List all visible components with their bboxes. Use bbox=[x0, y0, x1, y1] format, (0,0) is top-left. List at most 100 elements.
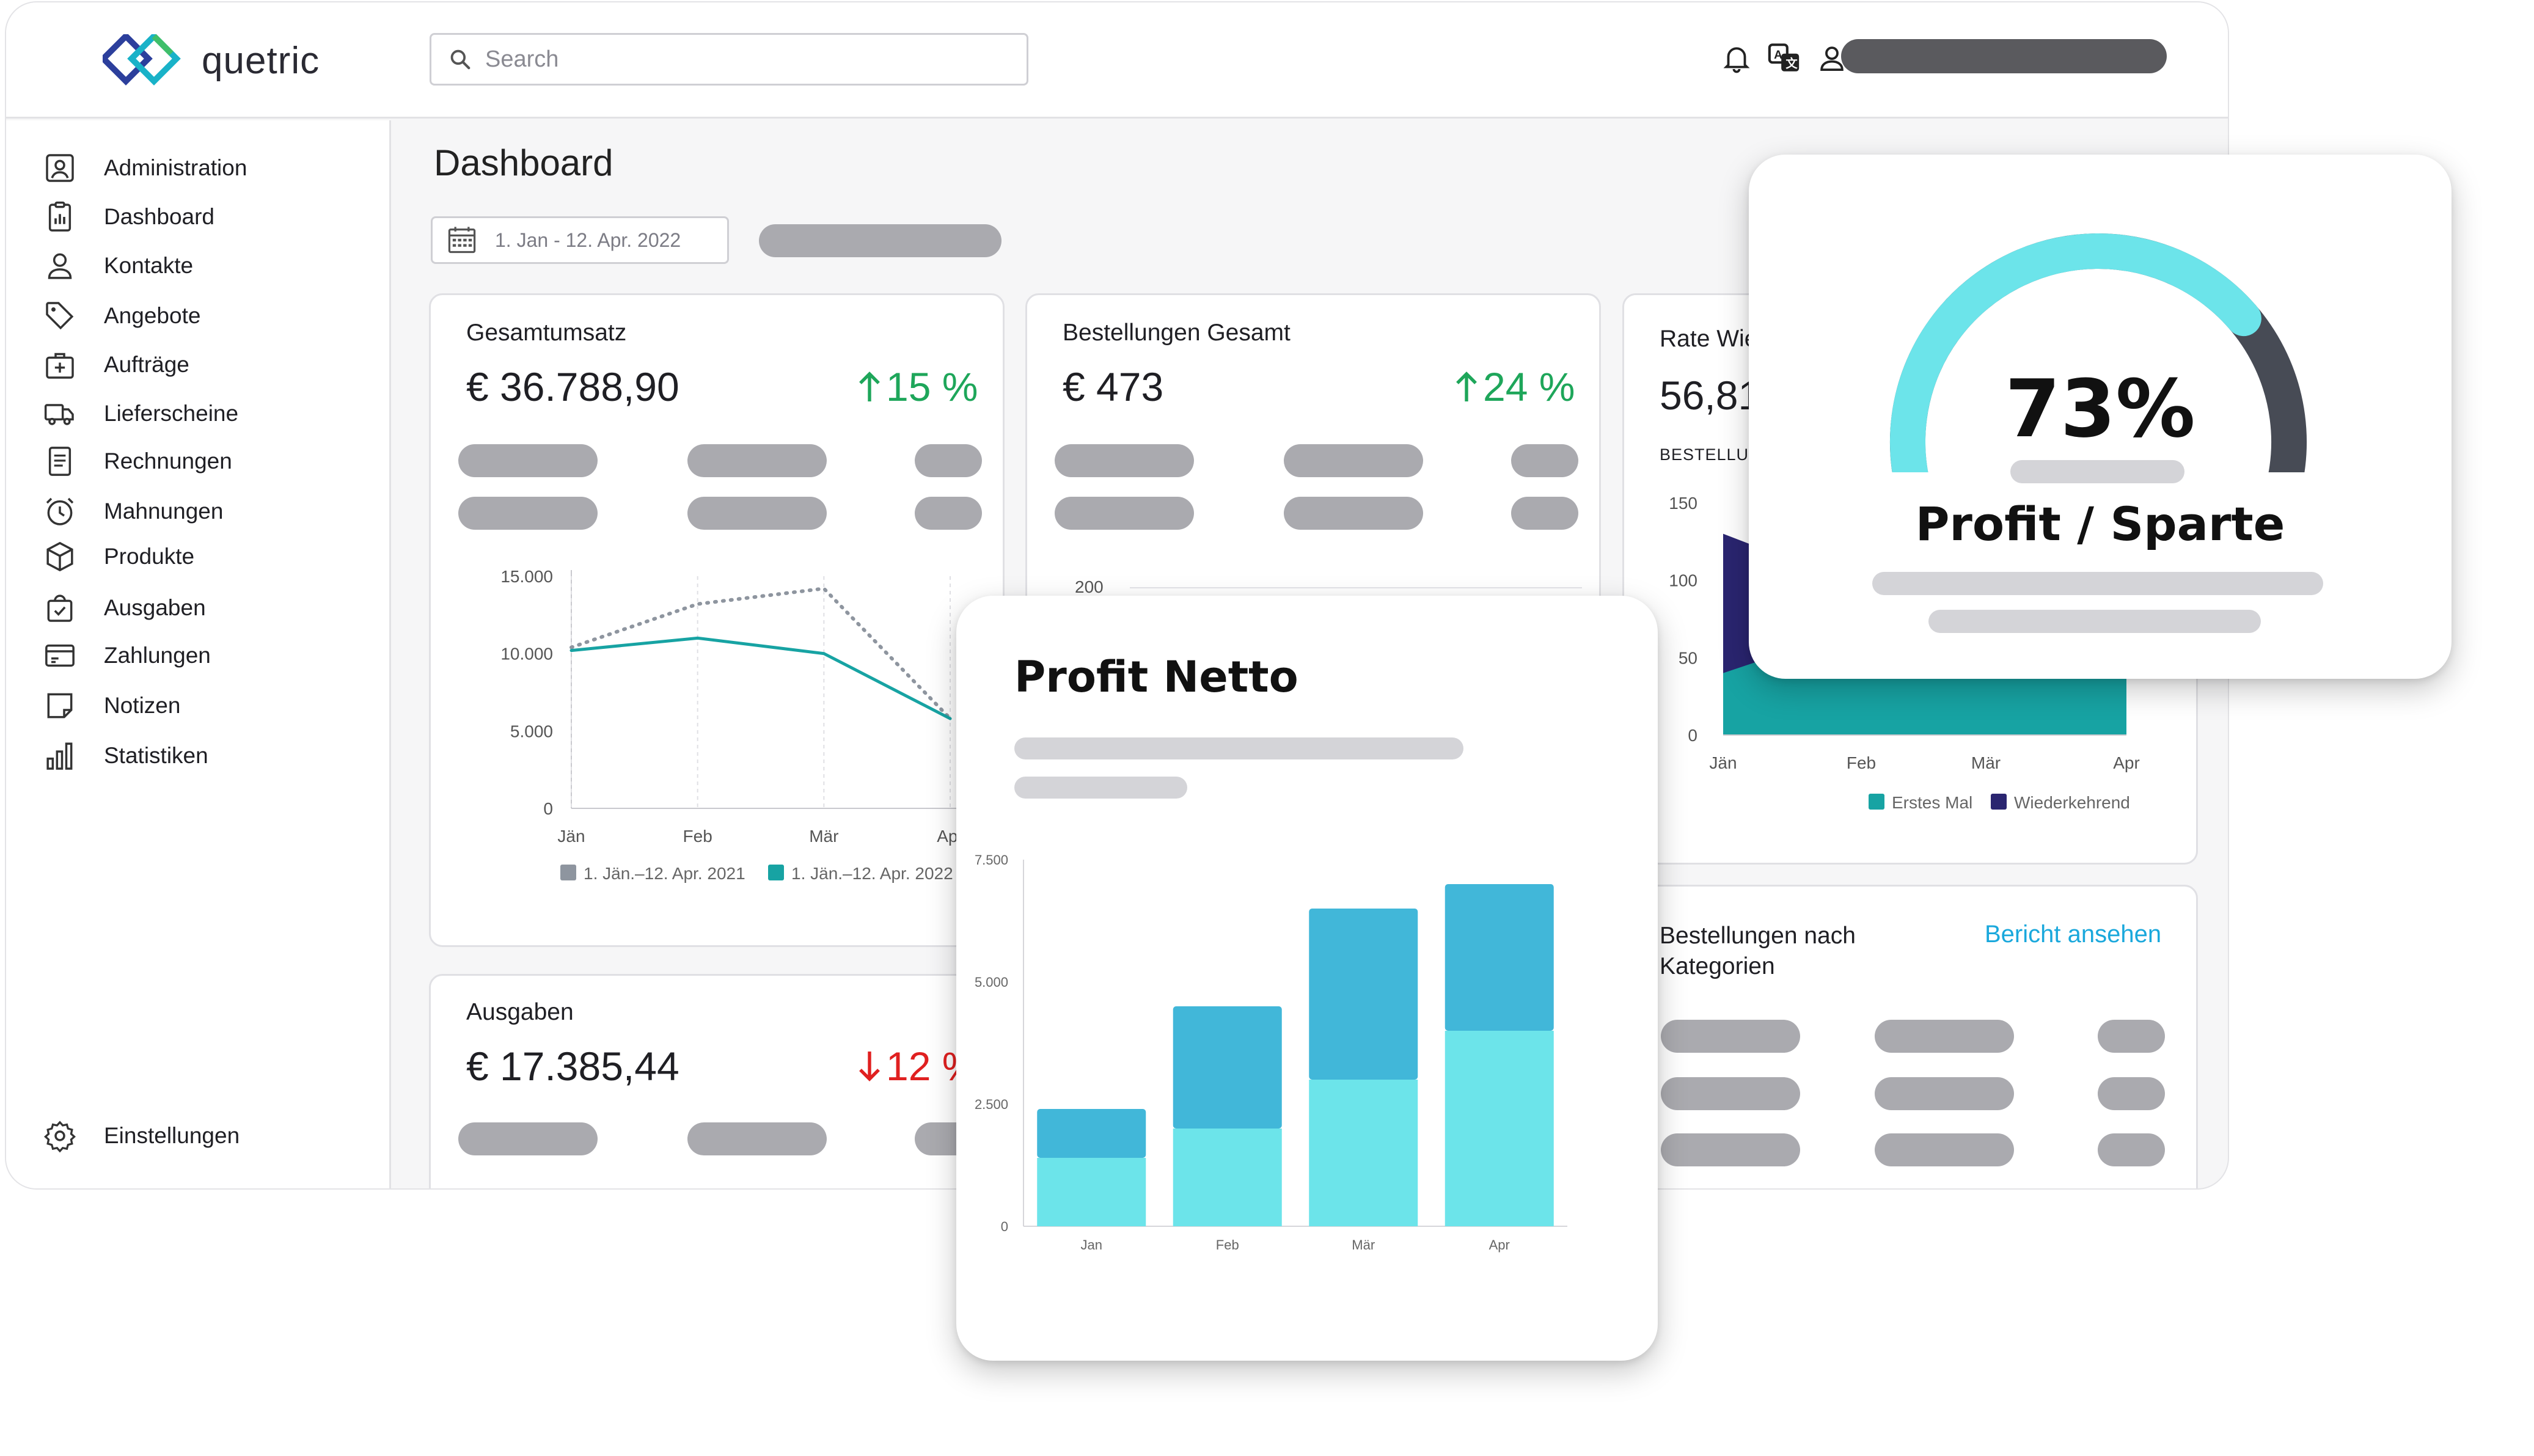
svg-text:文: 文 bbox=[1785, 57, 1798, 71]
placeholder-pill bbox=[1875, 1020, 2014, 1053]
user-icon[interactable] bbox=[1815, 42, 1848, 75]
sidebar-item-angebote[interactable]: Angebote bbox=[43, 294, 200, 338]
bar-segment bbox=[1037, 1158, 1146, 1226]
placeholder-pill bbox=[1511, 444, 1578, 477]
legend-swatch bbox=[1991, 794, 2007, 810]
delta-value: 24 % bbox=[1483, 364, 1575, 409]
card-title: Ausgaben bbox=[466, 999, 574, 1025]
card-icon bbox=[45, 644, 75, 667]
card-title: Bestellungen Gesamt bbox=[1063, 320, 1291, 346]
date-range-picker[interactable]: 1. Jan - 12. Apr. 2022 bbox=[431, 216, 729, 264]
brand-logo[interactable]: quetric bbox=[103, 34, 320, 87]
placeholder-bar bbox=[1014, 777, 1187, 799]
bag-check-icon bbox=[47, 594, 73, 622]
sidebar-item-zahlungen[interactable]: Zahlungen bbox=[43, 634, 211, 678]
card-title: Bestellungen nach Kategorien bbox=[1660, 921, 1856, 982]
card-kategorien: Bestellungen nach Kategorien Bericht ans… bbox=[1622, 885, 2198, 1188]
sidebar-item-ausgaben[interactable]: Ausgaben bbox=[43, 586, 206, 630]
bar-segment bbox=[1445, 1031, 1554, 1226]
legend-label: 1. Jän.–12. Apr. 2021 bbox=[584, 864, 745, 883]
y-tick-label: 7.500 bbox=[975, 852, 1008, 868]
y-tick-label: 2.500 bbox=[975, 1097, 1008, 1112]
user-name-placeholder[interactable] bbox=[1841, 39, 2167, 73]
series-line bbox=[569, 587, 952, 721]
placeholder-pill bbox=[2098, 1020, 2165, 1053]
sidebar-item-rechnungen[interactable]: Rechnungen bbox=[43, 439, 232, 483]
profit-netto-title: Profit Netto bbox=[1014, 652, 1298, 702]
x-tick-label: Apr bbox=[1489, 1237, 1510, 1253]
quetric-logo-icon bbox=[103, 34, 181, 86]
legend-swatch bbox=[1869, 794, 1884, 810]
series-line bbox=[569, 636, 952, 720]
placeholder-pill bbox=[1284, 444, 1423, 477]
x-tick-label: Mär bbox=[809, 827, 838, 846]
placeholder-pill bbox=[1055, 444, 1194, 477]
x-tick-label: Feb bbox=[1847, 753, 1876, 772]
bericht-ansehen-link[interactable]: Bericht ansehen bbox=[1985, 921, 2162, 948]
sidebar-item-label: Angebote bbox=[104, 303, 201, 328]
alarm-clock-icon bbox=[46, 497, 74, 525]
y-tick-label: 15.000 bbox=[500, 567, 553, 586]
brand-name: quetric bbox=[202, 39, 320, 82]
placeholder-pill bbox=[1661, 1077, 1800, 1110]
bell-icon[interactable] bbox=[1720, 42, 1753, 75]
card-value: € 473 bbox=[1063, 364, 1164, 409]
bar-segment bbox=[1037, 1109, 1146, 1158]
placeholder-bar bbox=[1928, 610, 2261, 633]
sidebar-item-label: Statistiken bbox=[104, 743, 208, 768]
delta-up: 15 % bbox=[857, 364, 978, 410]
legend-swatch bbox=[560, 865, 576, 880]
card-title: Gesamtumsatz bbox=[466, 320, 627, 346]
legend-label: 1. Jän.–12. Apr. 2022 bbox=[791, 864, 953, 883]
delta-value: 15 % bbox=[886, 364, 978, 409]
sidebar-item-label: Zahlungen bbox=[104, 643, 211, 668]
y-tick-label: 100 bbox=[1669, 571, 1697, 590]
translate-icon[interactable]: A 文 bbox=[1767, 40, 1802, 76]
placeholder-pill bbox=[687, 444, 827, 477]
sidebar-item-lieferscheine[interactable]: Lieferscheine bbox=[43, 392, 238, 436]
profit-sparte-gauge bbox=[1890, 233, 2307, 472]
card-subtitle: BESTELLUN bbox=[1660, 445, 1762, 464]
gauge-value: 73% bbox=[2005, 362, 2195, 455]
y-tick-label: 200 bbox=[1075, 577, 1104, 596]
arrow-down-icon bbox=[859, 1052, 880, 1081]
tag-icon bbox=[46, 302, 74, 330]
sidebar-item-auftraege[interactable]: Aufträge bbox=[43, 343, 189, 387]
sidebar-item-statistiken[interactable]: Statistiken bbox=[43, 734, 208, 778]
y-tick-label: 5.000 bbox=[510, 722, 553, 741]
note-icon bbox=[47, 693, 73, 719]
card-ausgaben: Ausgaben € 17.385,44 12 % bbox=[429, 974, 1005, 1188]
profit-netto-bar-chart: 0 2.500 5.000 7.500 Jan Feb Mär Apr bbox=[975, 852, 1567, 1253]
sidebar-item-label: Lieferscheine bbox=[104, 401, 239, 426]
placeholder-pill bbox=[458, 444, 598, 477]
x-tick-label: Mär bbox=[1352, 1237, 1375, 1253]
sidebar-item-kontakte[interactable]: Kontakte bbox=[43, 244, 193, 288]
placeholder-pill bbox=[1661, 1020, 1800, 1053]
sidebar-item-label: Mahnungen bbox=[104, 499, 224, 524]
sidebar-item-produkte[interactable]: Produkte bbox=[43, 535, 194, 579]
sidebar-item-label: Ausgaben bbox=[104, 595, 206, 620]
search-input[interactable] bbox=[485, 46, 1011, 73]
delta-up: 24 % bbox=[1454, 364, 1575, 410]
card-gesamtumsatz: Gesamtumsatz € 36.788,90 15 % 0 5.000 10.0… bbox=[429, 293, 1005, 947]
profit-netto-card: Profit Netto 0 2.500 5.000 7.500 Jan Feb Mär Ap… bbox=[956, 596, 1658, 1361]
sidebar-item-administration[interactable]: Administration bbox=[43, 146, 247, 190]
sidebar-item-einstellungen[interactable]: Einstellungen bbox=[43, 1114, 240, 1158]
search-icon bbox=[450, 49, 471, 70]
sidebar-item-label: Rechnungen bbox=[104, 448, 232, 474]
sidebar-item-mahnungen[interactable]: Mahnungen bbox=[43, 489, 223, 533]
placeholder-pill bbox=[458, 1122, 598, 1155]
filter-placeholder[interactable] bbox=[759, 224, 1002, 257]
date-range-text: 1. Jan - 12. Apr. 2022 bbox=[495, 229, 681, 251]
sidebar-item-notizen[interactable]: Notizen bbox=[43, 684, 180, 728]
card-value: € 36.788,90 bbox=[466, 364, 679, 409]
bar-segment bbox=[1309, 909, 1418, 1080]
card-value: € 17.385,44 bbox=[466, 1044, 679, 1089]
bar-segment bbox=[1309, 1080, 1418, 1226]
search-box[interactable] bbox=[430, 33, 1028, 86]
x-tick-label: Feb bbox=[1216, 1237, 1239, 1253]
placeholder-pill bbox=[1511, 497, 1578, 530]
sidebar-item-dashboard[interactable]: Dashboard bbox=[43, 195, 214, 239]
placeholder-bar bbox=[2010, 460, 2184, 483]
y-tick-label: 10.000 bbox=[500, 645, 553, 664]
